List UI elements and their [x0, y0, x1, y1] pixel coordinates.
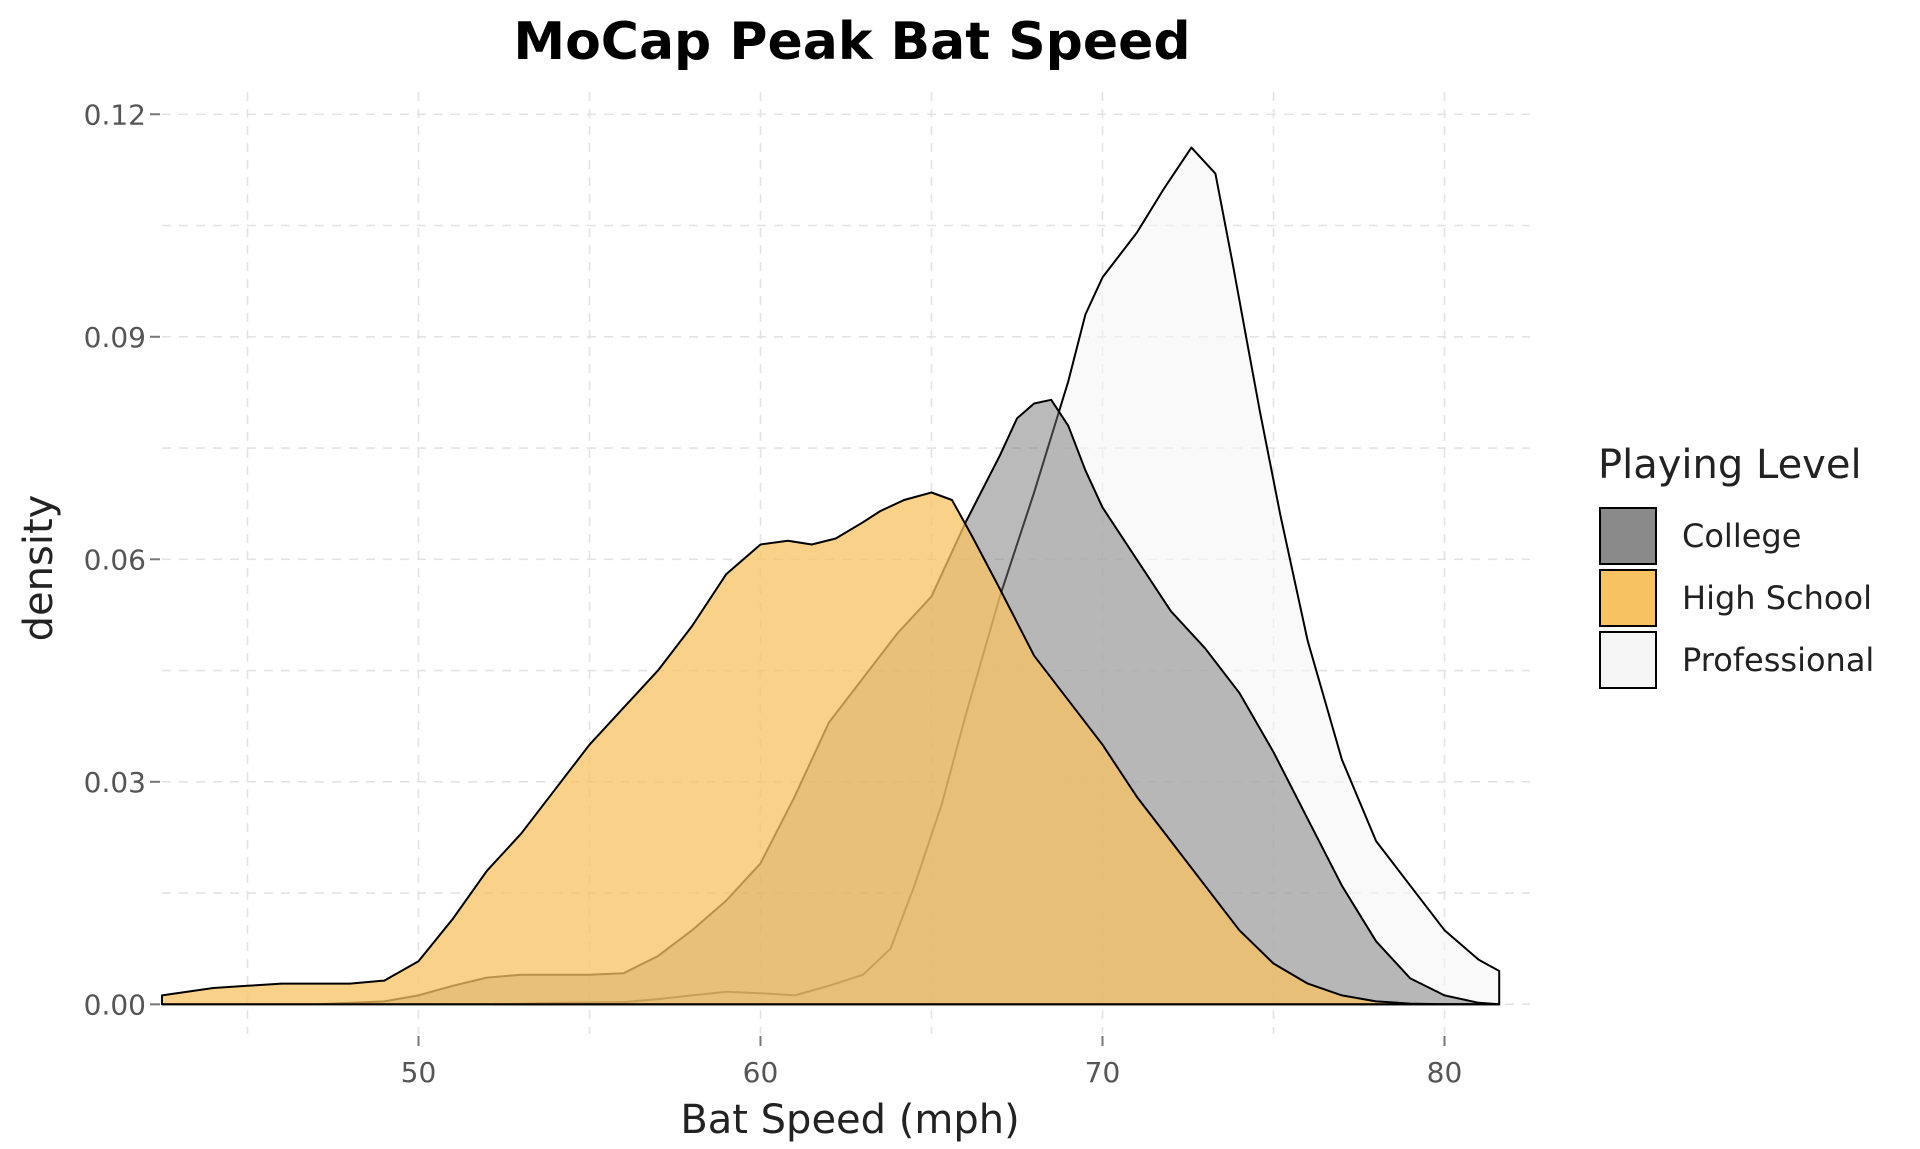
axes: 50 60 70 80 0.00 0.03 0.06 0.09 0.12: [84, 98, 1463, 1089]
chart-title: MoCap Peak Bat Speed: [513, 12, 1190, 72]
density-areas: [161, 146, 1501, 1006]
legend-key-college: [1599, 507, 1657, 565]
y-tick-label: 0.03: [84, 766, 146, 799]
x-axis-title: Bat Speed (mph): [680, 1097, 1019, 1143]
legend-entries: College High School Professional: [1599, 507, 1874, 689]
y-tick-label: 0.09: [84, 321, 146, 354]
y-tick-label: 0.12: [84, 98, 146, 131]
y-axis-title: density: [16, 495, 62, 642]
x-tick-label: 60: [743, 1056, 779, 1089]
density-area-high-school: [161, 491, 1501, 1006]
legend-label-college: College: [1682, 517, 1801, 555]
x-tick-label: 50: [401, 1056, 437, 1089]
legend-title: Playing Level: [1598, 442, 1862, 488]
legend-label-high-school: High School: [1682, 579, 1872, 617]
legend-key-high-school: [1599, 569, 1657, 627]
y-tick-label: 0.06: [84, 543, 146, 576]
legend-label-professional: Professional: [1682, 641, 1874, 679]
y-tick-label: 0.00: [84, 988, 146, 1021]
legend-key-professional: [1599, 631, 1657, 689]
legend: Playing Level College High School Professi…: [1598, 442, 1874, 689]
x-tick-label: 80: [1427, 1056, 1463, 1089]
x-tick-label: 70: [1085, 1056, 1121, 1089]
